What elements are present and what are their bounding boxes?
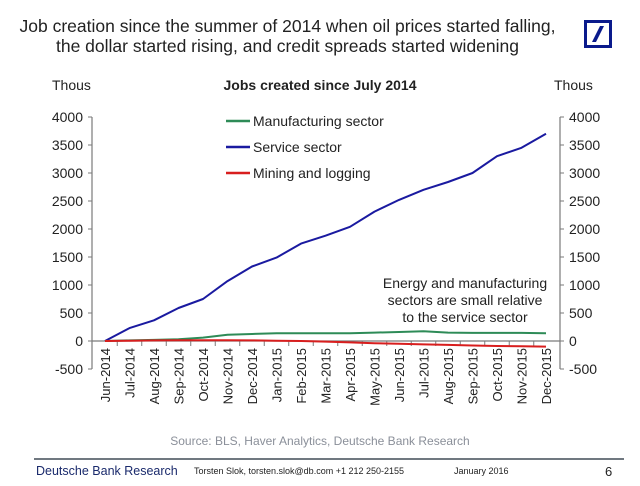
right-y-tick-label: 0 — [569, 333, 577, 349]
x-tick-label: Sep-2014 — [172, 348, 187, 404]
left-y-tick-label: 2000 — [52, 221, 83, 237]
chart-title: Jobs created since July 2014 — [223, 77, 417, 93]
footer-date: January 2016 — [454, 466, 509, 476]
left-y-tick-label: 3500 — [52, 137, 83, 153]
left-y-tick-label: 0 — [75, 333, 83, 349]
slide-title-line-1: Job creation since the summer of 2014 wh… — [19, 16, 556, 36]
left-y-tick-label: 1500 — [52, 249, 83, 265]
right-y-tick-label: 3500 — [569, 137, 600, 153]
left-axis-unit-label: Thous — [52, 77, 91, 93]
right-y-tick-label: 4000 — [569, 109, 600, 125]
page-number: 6 — [605, 464, 613, 479]
x-tick-label: Sep-2015 — [466, 348, 481, 404]
x-tick-label: Jul-2015 — [417, 348, 432, 398]
legend-label: Manufacturing sector — [253, 113, 384, 129]
x-tick-label: Feb-2015 — [294, 348, 309, 404]
x-tick-label: Jun-2015 — [392, 348, 407, 402]
x-tick-label: Apr-2015 — [343, 348, 358, 401]
x-tick-label: Dec-2015 — [539, 348, 554, 404]
right-y-tick-label: -500 — [569, 361, 597, 377]
x-tick-label: Jun-2014 — [98, 348, 113, 402]
x-tick-label: Oct-2015 — [490, 348, 505, 401]
left-y-tick-label: 2500 — [52, 193, 83, 209]
left-y-tick-label: 4000 — [52, 109, 83, 125]
deutsche-bank-logo-icon — [584, 20, 612, 48]
right-y-tick-label: 2000 — [569, 221, 600, 237]
line-chart: 4000 4000 3500 3500 3000 3000 2500 2500 2000 2000… — [52, 109, 601, 406]
footer-contact: Torsten Slok, torsten.slok@db.com +1 212… — [194, 466, 405, 476]
right-y-tick-label: 2500 — [569, 193, 600, 209]
annotation-line-3: to the service sector — [402, 309, 528, 325]
x-tick-label: Nov-2015 — [515, 348, 530, 404]
series-lines — [104, 132, 547, 348]
right-y-tick-label: 1000 — [569, 277, 600, 293]
series-line-service-sector — [104, 132, 547, 342]
right-y-tick-label: 1500 — [569, 249, 600, 265]
right-y-tick-label: 3000 — [569, 165, 600, 181]
x-tick-label: Jan-2015 — [270, 348, 285, 402]
right-axis-unit-label: Thous — [554, 77, 593, 93]
axes: 4000 4000 3500 3500 3000 3000 2500 2500 2000 2000… — [52, 109, 601, 406]
footer-divider — [34, 458, 624, 460]
x-tick-label: May-2015 — [368, 348, 383, 406]
x-tick-label: Jul-2014 — [123, 348, 138, 398]
annotation: Energy and manufacturing sectors are sma… — [383, 275, 547, 325]
x-tick-label: Aug-2014 — [147, 348, 162, 404]
legend-label: Service sector — [253, 139, 342, 155]
legend-label: Mining and logging — [253, 165, 371, 181]
left-y-tick-label: 500 — [60, 305, 84, 321]
annotation-line-1: Energy and manufacturing — [383, 275, 547, 291]
right-y-tick-label: 500 — [569, 305, 593, 321]
left-y-tick-label: 3000 — [52, 165, 83, 181]
left-y-tick-label: 1000 — [52, 277, 83, 293]
x-tick-label: Oct-2014 — [196, 348, 211, 401]
slide-title-line-2: the dollar started rising, and credit sp… — [55, 36, 520, 56]
footer-brand: Deutsche Bank Research — [36, 464, 178, 478]
x-tick-label: Aug-2015 — [441, 348, 456, 404]
source-note: Source: BLS, Haver Analytics, Deutsche B… — [170, 434, 470, 448]
x-tick-label: Nov-2014 — [221, 348, 236, 404]
left-y-tick-label: -500 — [55, 361, 83, 377]
series-line-mining-and-logging — [104, 339, 547, 348]
annotation-line-2: sectors are small relative — [388, 292, 543, 308]
x-tick-label: Mar-2015 — [319, 348, 334, 404]
legend: Manufacturing sector Service sector Mining… — [226, 113, 384, 181]
slide-title: Job creation since the summer of 2014 wh… — [0, 16, 575, 56]
x-tick-label: Dec-2014 — [245, 348, 260, 404]
